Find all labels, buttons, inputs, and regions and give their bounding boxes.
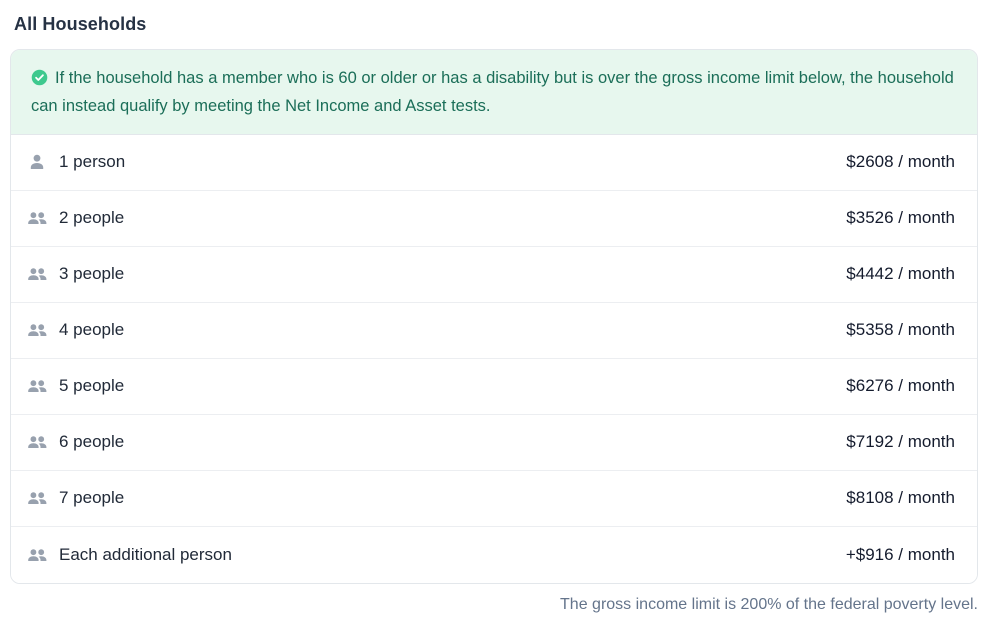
income-limit-value: $2608 / month: [846, 152, 955, 171]
income-limit-value: $4442 / month: [846, 264, 955, 283]
income-limit-value: +$916 / month: [845, 544, 955, 564]
table-row: 4 people $5358 / month: [11, 302, 977, 359]
table-row: 7 people $8108 / month: [11, 470, 977, 527]
people-icon: [27, 264, 47, 284]
table-row: 6 people $7192 / month: [11, 414, 977, 471]
eligibility-info-text: If the household has a member who is 60 …: [31, 69, 954, 115]
gross-income-footnote: The gross income limit is 200% of the fe…: [560, 595, 978, 613]
page-title: All Households: [14, 14, 147, 34]
people-icon: [27, 545, 47, 565]
household-size-label: 7 people: [59, 488, 125, 507]
person-icon: [27, 152, 47, 172]
income-limit-value: $6276 / month: [846, 376, 955, 395]
household-size-label: Each additional person: [59, 544, 232, 564]
people-icon: [27, 376, 47, 396]
table-row: Each additional person +$916 / month: [11, 526, 977, 583]
people-icon: [27, 320, 47, 340]
people-icon: [27, 208, 47, 228]
income-limit-value: $7192 / month: [846, 432, 955, 451]
check-circle-icon: [31, 69, 48, 94]
people-icon: [27, 488, 47, 508]
income-limit-value: $3526 / month: [846, 208, 955, 227]
eligibility-info-banner: If the household has a member who is 60 …: [11, 50, 977, 135]
income-limit-value: $8108 / month: [846, 488, 955, 507]
household-size-label: 6 people: [59, 432, 125, 451]
income-limit-value: $5358 / month: [846, 320, 955, 339]
table-row: 1 person $2608 / month: [11, 134, 977, 191]
household-size-label: 3 people: [59, 264, 125, 283]
household-size-label: 1 person: [59, 152, 126, 171]
income-limits-card: If the household has a member who is 60 …: [10, 49, 978, 584]
people-icon: [27, 432, 47, 452]
table-row: 2 people $3526 / month: [11, 190, 977, 247]
household-size-label: 4 people: [59, 320, 125, 339]
household-size-label: 5 people: [59, 376, 125, 395]
household-size-label: 2 people: [59, 208, 125, 227]
table-row: 3 people $4442 / month: [11, 246, 977, 303]
table-row: 5 people $6276 / month: [11, 358, 977, 415]
